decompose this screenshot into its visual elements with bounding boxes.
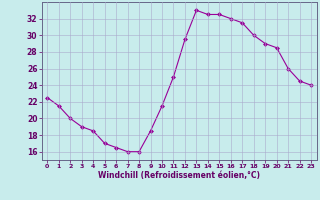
X-axis label: Windchill (Refroidissement éolien,°C): Windchill (Refroidissement éolien,°C) (98, 171, 260, 180)
